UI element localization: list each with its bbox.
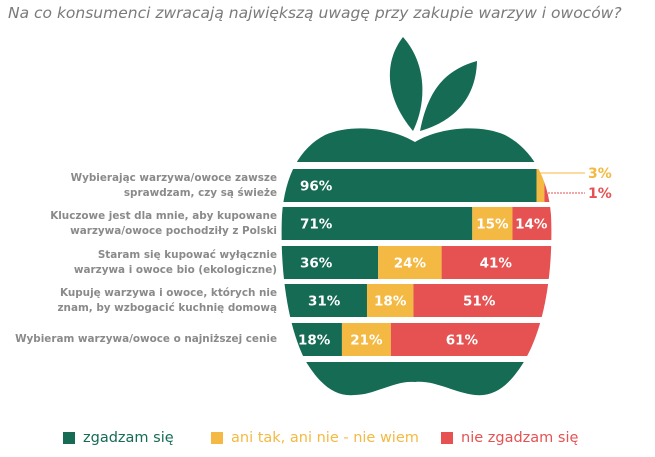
legend-label: nie zgadzam się — [461, 430, 579, 446]
bar-segment — [512, 207, 552, 240]
data-label: 36% — [300, 256, 333, 272]
data-label: 24% — [394, 256, 427, 272]
bar-segment — [281, 207, 473, 240]
leaf-left — [389, 37, 423, 131]
bar-segment — [341, 323, 391, 356]
legend-label: zgadzam się — [83, 430, 174, 446]
legend-item: ani tak, ani nie - nie wiem — [211, 430, 419, 446]
bar-segment — [281, 284, 367, 317]
legend-item: zgadzam się — [63, 430, 174, 446]
category-label: Wybieram warzywa/owoce o najniższej ceni… — [15, 333, 277, 345]
data-label: 21% — [350, 333, 383, 349]
chart-title: Na co konsumenci zwracają największą uwa… — [8, 4, 622, 22]
leaf-right — [420, 61, 477, 131]
bar-segment — [366, 284, 414, 317]
bar-segment — [281, 246, 379, 279]
data-label: 3% — [588, 166, 612, 182]
legend-label: ani tak, ani nie - nie wiem — [231, 430, 419, 446]
data-label: 1% — [588, 186, 612, 202]
legend-swatch — [63, 432, 75, 444]
category-label: Wybierając warzywa/owoce zawsze sprawdzam… — [70, 171, 277, 199]
legend-item: nie zgadzam się — [441, 430, 578, 446]
bar-segment — [390, 323, 552, 356]
data-label: 14% — [515, 217, 548, 233]
data-label: 51% — [463, 294, 496, 310]
category-label: Kupuję warzywa i owoce, których nie znam,… — [57, 286, 278, 314]
legend-swatch — [211, 432, 223, 444]
data-label: 31% — [308, 294, 341, 310]
bar-segment — [413, 284, 552, 317]
category-label: Staram się kupować wyłącznie warzywa i ow… — [73, 248, 277, 276]
data-label: 18% — [298, 333, 331, 349]
legend-swatch — [441, 432, 453, 444]
category-label: Kluczowe jest dla mnie, aby kupowane warz… — [50, 209, 277, 237]
bar-segment — [378, 246, 442, 279]
data-label: 18% — [374, 294, 407, 310]
data-label: 61% — [446, 333, 479, 349]
data-label: 71% — [300, 217, 333, 233]
data-label: 15% — [476, 217, 509, 233]
bar-segment — [281, 169, 537, 202]
bar-segment — [544, 169, 552, 202]
bar-segment — [441, 246, 552, 279]
data-label: 96% — [300, 179, 333, 195]
data-label: 41% — [480, 256, 513, 272]
bar-segment — [536, 169, 545, 202]
bar-segment — [472, 207, 513, 240]
apple-bottom — [281, 362, 552, 396]
